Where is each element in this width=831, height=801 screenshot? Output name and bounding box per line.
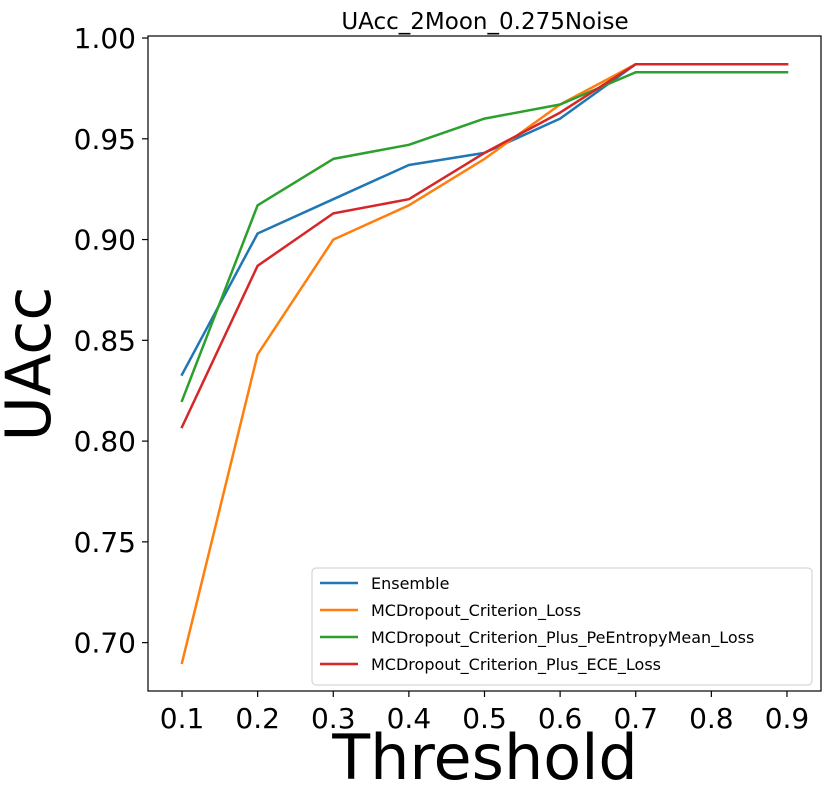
y-axis: 0.70 0.75 0.80 0.85 0.90 0.95 1.00	[74, 22, 148, 660]
y-tick-label: 0.85	[74, 324, 136, 357]
x-tick-label: 0.5	[462, 702, 507, 735]
x-tick-label: 0.3	[311, 702, 356, 735]
legend-label: Ensemble	[371, 574, 449, 593]
legend-box	[311, 567, 813, 686]
x-tick-label: 0.6	[538, 702, 583, 735]
x-tick-label: 0.8	[689, 702, 734, 735]
x-axis-label: Threshold	[331, 721, 638, 794]
legend-label: MCDropout_Criterion_Loss	[371, 601, 581, 621]
legend-label: MCDropout_Criterion_Plus_PeEntropyMean_L…	[371, 628, 754, 648]
legend-label: MCDropout_Criterion_Plus_ECE_Loss	[371, 655, 661, 675]
y-tick-label: 0.95	[74, 123, 136, 156]
series-line-4	[180, 62, 789, 429]
y-tick-label: 0.70	[74, 627, 136, 660]
series-layer	[180, 62, 789, 665]
y-axis-label: UAcc	[0, 287, 65, 442]
y-tick-label: 1.00	[74, 22, 136, 55]
legend: Ensemble MCDropout_Criterion_Loss MCDropou…	[311, 567, 813, 686]
x-axis: 0.1 0.2 0.3 0.4 0.5 0.6 0.7 0.8 0.9	[160, 691, 809, 735]
y-tick-label: 0.90	[74, 224, 136, 257]
x-tick-label: 0.1	[160, 702, 205, 735]
y-tick-label: 0.75	[74, 526, 136, 559]
y-tick-label: 0.80	[74, 425, 136, 458]
x-tick-label: 0.9	[765, 702, 810, 735]
x-tick-label: 0.4	[387, 702, 432, 735]
chart-title: UAcc_2Moon_0.275Noise	[341, 9, 628, 35]
series-line-3	[180, 71, 789, 403]
x-tick-label: 0.2	[235, 702, 280, 735]
x-tick-label: 0.7	[613, 702, 658, 735]
